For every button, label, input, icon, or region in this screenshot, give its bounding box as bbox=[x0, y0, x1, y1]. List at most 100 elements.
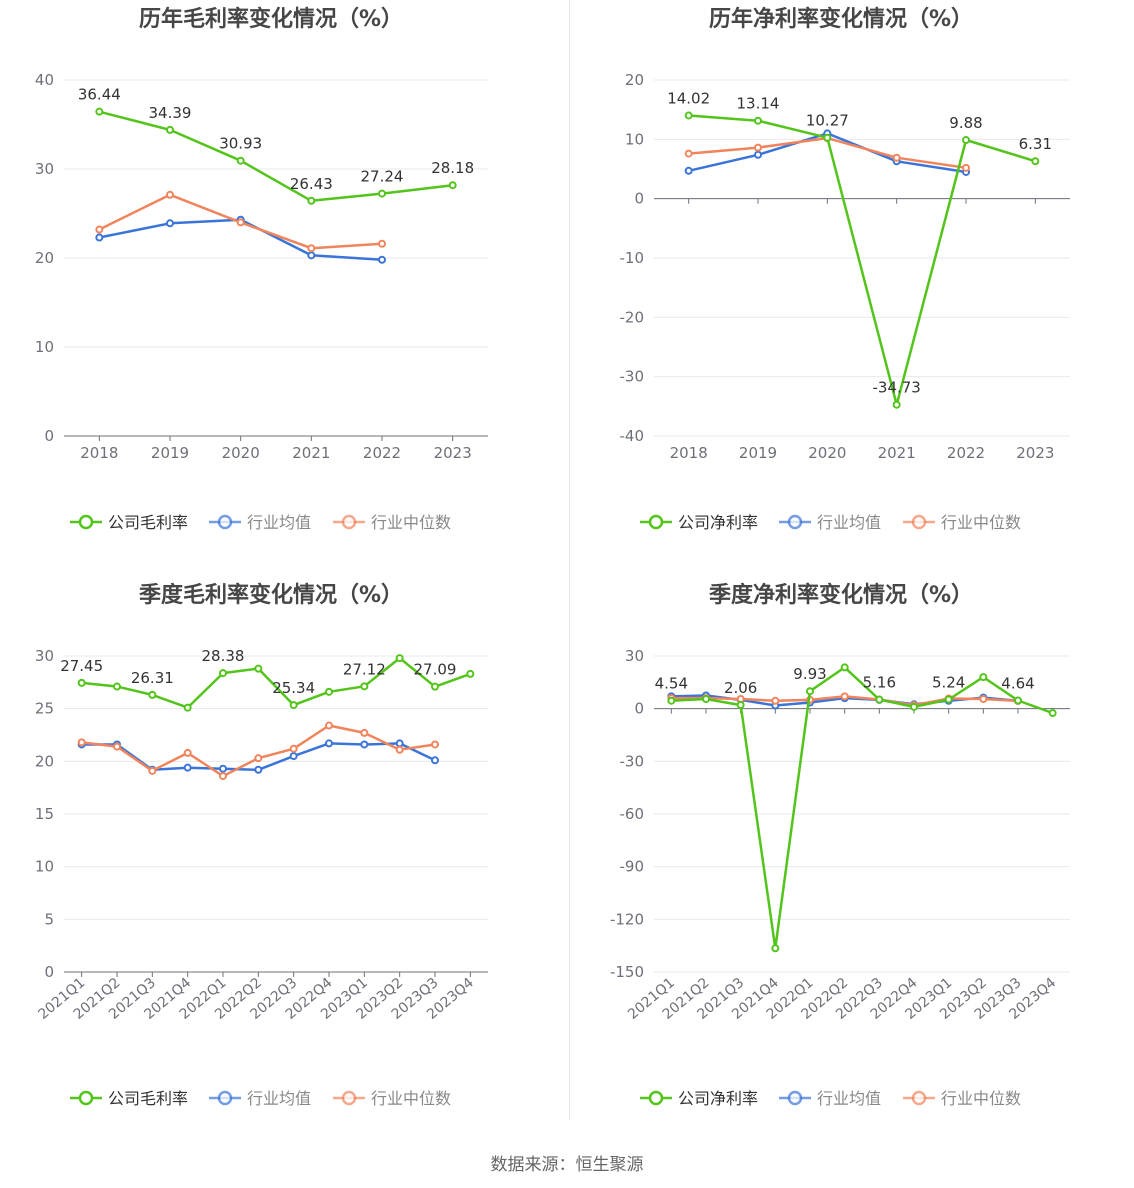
data-point-company bbox=[148, 690, 157, 699]
data-label: 26.31 bbox=[131, 669, 174, 687]
data-point-company bbox=[806, 687, 814, 696]
data-point-company bbox=[325, 687, 333, 696]
annual-net-margin-chart: 历年净利率变化情况（%） -40 -30 -20 -10 0 10 20 2018 2019 202… bbox=[570, 0, 1134, 570]
chart-title: 季度净利率变化情况（%） bbox=[709, 582, 973, 608]
data-label: 27.09 bbox=[414, 661, 457, 679]
data-point-avg bbox=[378, 255, 386, 264]
y-tick-label: 40 bbox=[35, 71, 54, 89]
legend-item-company[interactable]: 公司净利率 bbox=[640, 513, 758, 532]
y-tick-label: -90 bbox=[620, 858, 645, 876]
legend-item-median[interactable]: 行业中位数 bbox=[333, 513, 451, 532]
legend-item-median[interactable]: 行业中位数 bbox=[903, 1089, 1021, 1108]
x-tick-label: 2022 bbox=[947, 444, 985, 462]
x-tick-label: 2018 bbox=[670, 444, 708, 462]
data-point-company bbox=[183, 703, 192, 712]
data-label: 4.64 bbox=[1001, 675, 1034, 693]
data-point-median bbox=[360, 728, 369, 737]
legend-marker bbox=[648, 1090, 664, 1106]
data-point-avg bbox=[325, 739, 333, 748]
data-point-company bbox=[823, 133, 832, 142]
y-tick-label: 30 bbox=[625, 647, 644, 665]
legend-marker bbox=[341, 514, 357, 530]
data-label: 9.88 bbox=[949, 114, 982, 132]
y-tick-label: 30 bbox=[35, 647, 54, 665]
data-point-company bbox=[754, 116, 762, 125]
data-point-median bbox=[148, 766, 157, 775]
data-point-company bbox=[448, 181, 457, 190]
data-point-company bbox=[962, 136, 970, 145]
legend-marker bbox=[787, 514, 803, 530]
y-tick-label: 15 bbox=[35, 805, 54, 823]
annual-gross-margin-chart: 历年毛利率变化情况（%） 0 10 20 30 40 2018 2019 2020 2021 202… bbox=[0, 0, 567, 570]
legend-item-median[interactable]: 行业中位数 bbox=[903, 513, 1021, 532]
y-tick-label: -120 bbox=[610, 910, 644, 928]
data-source-note: 数据来源：恒生聚源 bbox=[490, 1155, 644, 1175]
y-tick-label: -40 bbox=[620, 427, 645, 445]
data-label: 26.43 bbox=[290, 175, 333, 193]
data-point-avg bbox=[754, 150, 762, 159]
series-line-company bbox=[688, 114, 1036, 406]
data-point-median bbox=[113, 742, 121, 751]
series-line-company bbox=[81, 656, 471, 709]
y-tick-label: 25 bbox=[35, 700, 54, 718]
y-tick-label: 0 bbox=[44, 427, 54, 445]
data-point-median bbox=[77, 738, 86, 747]
data-point-company bbox=[77, 678, 86, 687]
data-point-company bbox=[95, 107, 104, 116]
legend-label: 行业均值 bbox=[817, 1089, 881, 1108]
data-point-company bbox=[466, 669, 475, 678]
data-point-company bbox=[684, 111, 693, 120]
legend-label: 行业中位数 bbox=[941, 1089, 1021, 1108]
y-tick-label: 5 bbox=[44, 910, 54, 928]
data-point-avg bbox=[183, 763, 192, 772]
data-point-median bbox=[962, 163, 970, 172]
data-label: 27.45 bbox=[60, 657, 103, 675]
data-point-median bbox=[431, 740, 439, 749]
legend-item-avg[interactable]: 行业均值 bbox=[209, 513, 311, 532]
data-point-median bbox=[684, 149, 693, 158]
data-point-company bbox=[360, 682, 369, 691]
legend-label: 行业均值 bbox=[247, 1089, 311, 1108]
legend-item-company[interactable]: 公司净利率 bbox=[640, 1089, 758, 1108]
data-point-avg bbox=[307, 251, 316, 260]
y-tick-label: 0 bbox=[634, 700, 644, 718]
legend-item-avg[interactable]: 行业均值 bbox=[209, 1089, 311, 1108]
data-label: 5.24 bbox=[932, 673, 965, 691]
legend-item-company[interactable]: 公司毛利率 bbox=[70, 513, 188, 532]
y-tick-label: -60 bbox=[620, 805, 645, 823]
data-point-company bbox=[840, 663, 849, 672]
legend-item-avg[interactable]: 行业均值 bbox=[779, 513, 881, 532]
legend-marker bbox=[78, 1090, 94, 1106]
data-point-median bbox=[771, 696, 780, 705]
legend-item-median[interactable]: 行业中位数 bbox=[333, 1089, 451, 1108]
data-label: 25.34 bbox=[272, 679, 315, 697]
legend-marker bbox=[787, 1090, 803, 1106]
data-point-avg bbox=[395, 739, 404, 748]
legend-marker bbox=[217, 514, 233, 530]
data-point-median bbox=[183, 748, 192, 757]
x-tick-label: 2020 bbox=[808, 444, 846, 462]
panel-divider bbox=[569, 0, 570, 1120]
legend-item-company[interactable]: 公司毛利率 bbox=[70, 1089, 188, 1108]
x-tick-label: 2023 bbox=[1016, 444, 1054, 462]
y-tick-label: 0 bbox=[44, 963, 54, 981]
data-label: 6.31 bbox=[1019, 135, 1052, 153]
x-tick-label: 2019 bbox=[151, 444, 189, 462]
data-point-avg bbox=[166, 219, 174, 228]
data-label: 27.24 bbox=[361, 168, 404, 186]
y-tick-label: 0 bbox=[634, 190, 644, 208]
data-point-company bbox=[736, 701, 745, 710]
data-label: 30.93 bbox=[219, 135, 262, 153]
data-label: 28.18 bbox=[431, 159, 474, 177]
data-point-median bbox=[892, 153, 901, 162]
data-point-company bbox=[910, 702, 918, 711]
data-point-company bbox=[378, 189, 386, 198]
data-point-median bbox=[307, 244, 316, 253]
quarterly-gross-margin-chart: 季度毛利率变化情况（%） 0 5 10 15 20 25 30 2021Q1 2021Q2 2021… bbox=[0, 576, 567, 1146]
legend-item-avg[interactable]: 行业均值 bbox=[779, 1089, 881, 1108]
data-label: 14.02 bbox=[667, 89, 710, 107]
data-point-median bbox=[979, 695, 988, 704]
legend-label: 行业均值 bbox=[247, 513, 311, 532]
legend-marker bbox=[911, 514, 927, 530]
chart-svg: 历年净利率变化情况（%） -40 -30 -20 -10 0 10 20 2018 2019 202… bbox=[620, 6, 1070, 532]
